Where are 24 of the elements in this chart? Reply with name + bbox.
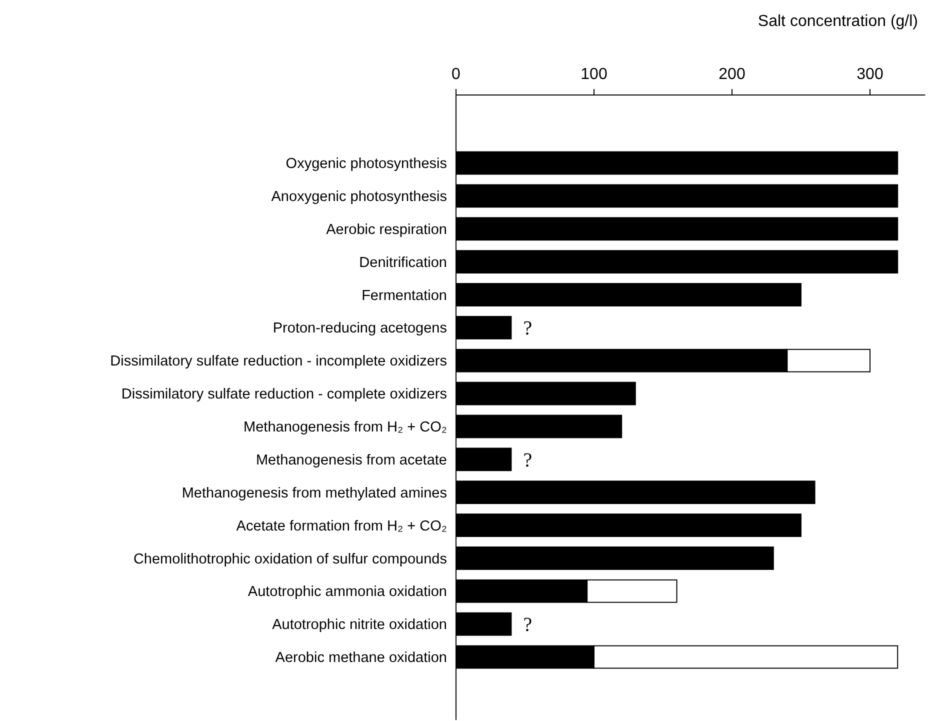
y-tick-label: Proton-reducing acetogens	[272, 320, 447, 337]
y-tick-label: Oxygenic photosynthesis	[286, 156, 447, 172]
data-label: ?	[523, 318, 532, 340]
y-tick-label: Dissimilatory sulfate reduction - complete oxidizers	[121, 386, 447, 403]
y-tick-label: Denitrification	[359, 254, 447, 271]
y-tick-label: Methanogenesis from acetate	[256, 452, 447, 468]
y-tick-label: Anoxygenic photosynthesis	[271, 189, 447, 206]
x-tick-label: 0	[452, 66, 461, 83]
x-tick-label: 300	[856, 66, 884, 83]
x-tick-label: 100	[580, 66, 608, 83]
y-tick-label: Fermentation	[362, 288, 447, 304]
x-axis-title: Salt concentration (g/l)	[758, 13, 918, 30]
data-label: ?	[523, 614, 532, 636]
y-tick-label: Chemolithotrophic oxidation of sulfur compounds	[133, 551, 447, 568]
data-label: ?	[523, 449, 532, 472]
y-tick-label: Acetate formation from H₂ + CO₂	[236, 518, 447, 534]
x-tick-label: 200	[718, 66, 746, 83]
y-tick-label: Autotrophic ammonia oxidation	[248, 584, 447, 600]
y-tick-label: Autotrophic nitrite oxidation	[272, 617, 447, 634]
y-tick-label: Dissimilatory sulfate reduction - incomplete oxidizers	[110, 354, 447, 370]
y-tick-label: Aerobic respiration	[326, 222, 447, 238]
y-tick-label: Methanogenesis from H₂ + CO₂	[244, 420, 447, 436]
y-tick-label: Methanogenesis from methylated amines	[182, 485, 447, 502]
y-tick-label: Aerobic methane oxidation	[275, 650, 447, 666]
